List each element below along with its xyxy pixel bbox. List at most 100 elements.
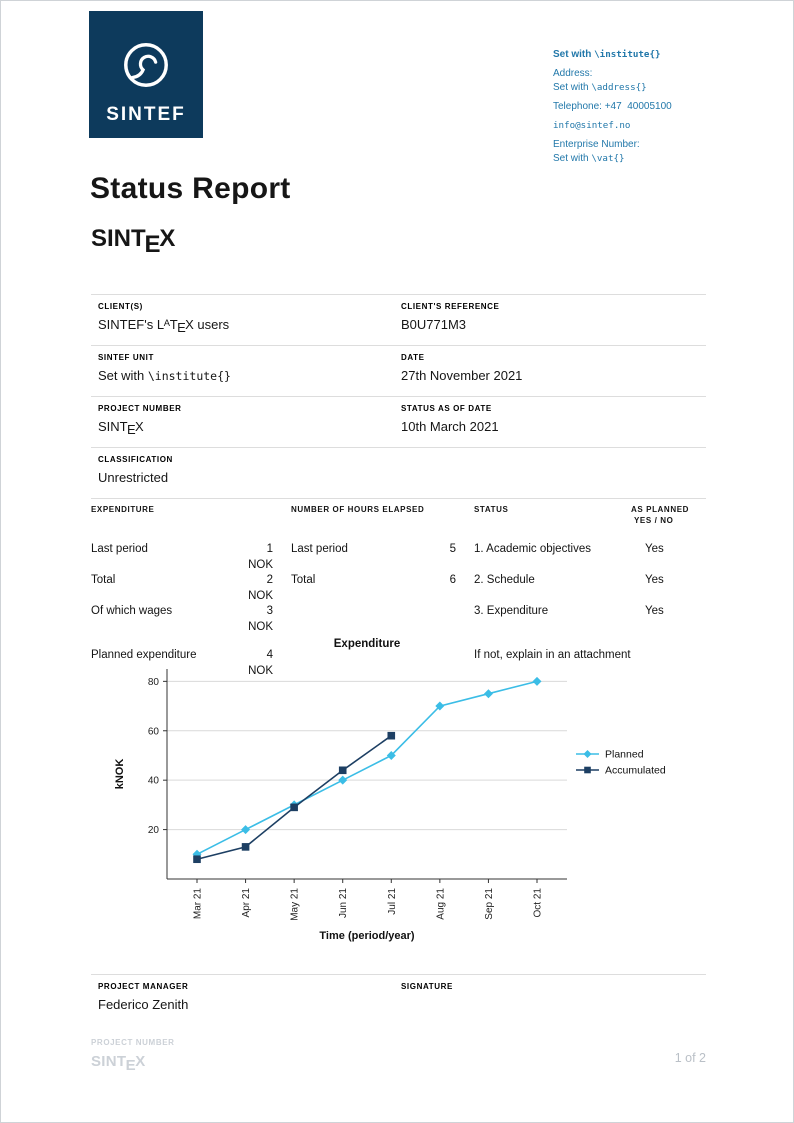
contact-email: info@sintef.no bbox=[553, 120, 631, 131]
contact-address-value: Set with \address{} bbox=[553, 82, 647, 93]
expenditure-chart: Expenditure 20 40 60 80 Mar 21 Apr 21 May 21 Ju… bbox=[89, 638, 709, 953]
x-tick-label: Oct 21 bbox=[533, 888, 544, 918]
date-label: DATE bbox=[401, 353, 425, 362]
client-value: SINTEF's LATEX users bbox=[98, 317, 230, 336]
series-accumulated bbox=[196, 735, 392, 861]
table-row: Of which wages 3 NOK 3. Expenditure Yes bbox=[91, 604, 706, 635]
sintef-logo: SINTEF bbox=[89, 11, 203, 138]
hours-value bbox=[421, 604, 456, 635]
exp-label: Of which wages bbox=[91, 605, 173, 617]
date-field: DATE 27th November 2021 bbox=[401, 353, 522, 383]
x-tick-label: May 21 bbox=[290, 888, 301, 921]
contact-block: Set with \institute{} Address: Set with … bbox=[553, 48, 672, 166]
status-item: 3. Expenditure bbox=[474, 605, 549, 617]
planned-answer: Yes bbox=[645, 543, 664, 555]
hours-label: Total bbox=[291, 574, 316, 586]
project-number-value: SINTEX bbox=[98, 419, 144, 438]
exp-value: 4 NOK bbox=[248, 649, 273, 677]
hours-label: Last period bbox=[291, 543, 348, 555]
status-date-field: STATUS AS OF DATE 10th March 2021 bbox=[401, 404, 499, 434]
classification-field: CLASSIFICATION Unrestricted bbox=[98, 455, 173, 485]
table-row: Last period 1 NOK Last period 5 1. Acade… bbox=[91, 542, 706, 573]
signature-section: PROJECT MANAGER Federico Zenith SIGNATUR… bbox=[91, 974, 706, 1024]
chart-canvas: 20 40 60 80 Mar 21 Apr 21 May 21 Jun 21 Jul 21 Au… bbox=[114, 669, 666, 942]
hours-value: 6 bbox=[449, 574, 456, 586]
signature-label: SIGNATURE bbox=[401, 982, 453, 991]
x-tick-label: Jul 21 bbox=[387, 888, 398, 915]
status-item: 1. Academic objectives bbox=[474, 543, 591, 555]
table-header-row: EXPENDITURE NUMBER OF HOURS ELAPSED STAT… bbox=[91, 505, 706, 526]
classification-label: CLASSIFICATION bbox=[98, 455, 173, 464]
contact-address-label: Address: bbox=[553, 68, 593, 79]
exp-label: Total bbox=[91, 574, 116, 586]
info-row-unit: SINTEF UNIT Set with \institute{} DATE 2… bbox=[91, 345, 706, 396]
project-manager-field: PROJECT MANAGER Federico Zenith bbox=[98, 982, 188, 1012]
sintef-logo-text: SINTEF bbox=[106, 104, 186, 125]
exp-label: Last period bbox=[91, 543, 148, 555]
y-axis-label: kNOK bbox=[114, 759, 126, 790]
project-wordmark: SINTEX bbox=[91, 225, 176, 259]
contact-telephone: Telephone: +47 40005100 bbox=[553, 101, 672, 112]
status-date-label: STATUS AS OF DATE bbox=[401, 404, 492, 413]
client-label: CLIENT(S) bbox=[98, 302, 143, 311]
signature-field: SIGNATURE bbox=[401, 982, 453, 991]
exp-value: 1 NOK bbox=[248, 543, 273, 571]
footer-project-label: PROJECT NUMBER bbox=[91, 1038, 175, 1047]
contact-vat-value: Set with \vat{} bbox=[553, 153, 625, 164]
legend-label: Accumulated bbox=[605, 765, 666, 777]
project-manager-label: PROJECT MANAGER bbox=[98, 982, 189, 991]
series-planned bbox=[196, 680, 538, 856]
page-footer: PROJECT NUMBER SINTEX 1 of 2 bbox=[91, 1038, 706, 1074]
project-number-label: PROJECT NUMBER bbox=[98, 404, 182, 413]
table-row: Planned expenditure 4 NOK If not, explai… bbox=[91, 648, 706, 679]
expenditure-table: EXPENDITURE NUMBER OF HOURS ELAPSED STAT… bbox=[91, 498, 706, 679]
contact-institute-line: Set with \institute{} bbox=[553, 49, 661, 60]
y-tick-label: 40 bbox=[148, 776, 160, 787]
x-axis-label: Time (period/year) bbox=[319, 930, 414, 942]
chart-title: Expenditure bbox=[333, 638, 401, 650]
info-row-project: PROJECT NUMBER SINTEX STATUS AS OF DATE … bbox=[91, 396, 706, 447]
y-tick-label: 80 bbox=[148, 677, 160, 688]
vat-macro: \vat{} bbox=[591, 153, 625, 164]
unit-field: SINTEF UNIT Set with \institute{} bbox=[98, 353, 231, 383]
page-title: Status Report bbox=[90, 172, 291, 205]
hours-label bbox=[291, 604, 421, 635]
legend-label: Planned bbox=[605, 749, 644, 761]
client-ref-label: CLIENT'S REFERENCE bbox=[401, 302, 500, 311]
header-hours: NUMBER OF HOURS ELAPSED bbox=[291, 505, 425, 514]
address-macro: \address{} bbox=[591, 82, 647, 93]
header-status: STATUS bbox=[474, 505, 509, 514]
contact-enterprise-label: Enterprise Number: bbox=[553, 139, 640, 150]
hours-value: 5 bbox=[449, 543, 456, 555]
x-tick-label: Jun 21 bbox=[338, 888, 349, 918]
header-as-planned: AS PLANNED YES / NO bbox=[631, 505, 690, 525]
status-date-value: 10th March 2021 bbox=[401, 419, 499, 434]
classification-value: Unrestricted bbox=[98, 470, 169, 485]
client-field: CLIENT(S) SINTEF's LATEX users bbox=[98, 302, 230, 336]
header-expenditure: EXPENDITURE bbox=[91, 505, 155, 514]
table-row: Total 2 NOK Total 6 2. Schedule Yes bbox=[91, 573, 706, 604]
planned-answer: Yes bbox=[645, 574, 664, 586]
institute-macro: \institute{} bbox=[594, 49, 661, 60]
x-tick-label: Mar 21 bbox=[193, 888, 204, 920]
status-item: 2. Schedule bbox=[474, 574, 535, 586]
unit-value: Set with \institute{} bbox=[98, 368, 231, 383]
info-row-classification: CLASSIFICATION Unrestricted bbox=[91, 447, 706, 498]
client-ref-field: CLIENT'S REFERENCE B0U771M3 bbox=[401, 302, 500, 332]
exp-value: 3 NOK bbox=[248, 605, 273, 633]
x-tick-label: Apr 21 bbox=[241, 888, 252, 918]
x-tick-label: Sep 21 bbox=[484, 888, 495, 920]
planned-answer: Yes bbox=[645, 605, 664, 617]
footer-page-number: 1 of 2 bbox=[674, 1051, 706, 1065]
exp-value: 2 NOK bbox=[248, 574, 273, 602]
footer-project-number: SINTEX bbox=[91, 1053, 146, 1074]
info-row-client: CLIENT(S) SINTEF's LATEX users CLIENT'S … bbox=[91, 294, 706, 345]
x-tick-label: Aug 21 bbox=[435, 888, 446, 920]
y-tick-label: 20 bbox=[148, 825, 160, 836]
sintef-logo-icon bbox=[120, 39, 172, 96]
unit-label: SINTEF UNIT bbox=[98, 353, 154, 362]
info-table: CLIENT(S) SINTEF's LATEX users CLIENT'S … bbox=[91, 294, 706, 498]
date-value: 27th November 2021 bbox=[401, 368, 523, 383]
exp-label: Planned expenditure bbox=[91, 649, 197, 661]
